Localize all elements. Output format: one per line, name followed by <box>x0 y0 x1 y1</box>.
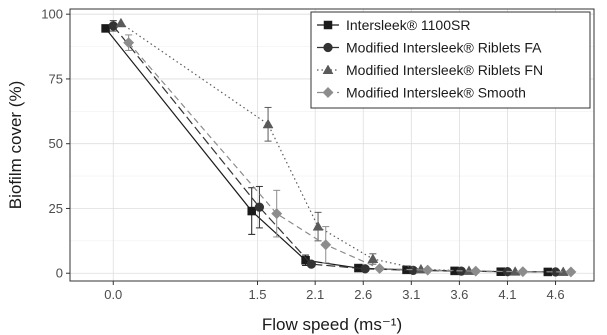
grid <box>70 9 594 281</box>
x-tick-label: 4.6 <box>547 287 565 302</box>
series-4 <box>123 34 577 278</box>
legend: Intersleek® 1100SR Modified Intersleek® R… <box>310 11 591 109</box>
x-tick-label: 2.1 <box>306 287 324 302</box>
data-point <box>123 37 135 49</box>
y-tick-label: 0 <box>56 266 63 281</box>
x-tick-label: 3.6 <box>450 287 468 302</box>
legend-label: Intersleek® 1100SR <box>346 17 470 33</box>
data-point <box>312 221 324 231</box>
legend-label: Modified Intersleek® Smooth <box>346 85 526 101</box>
data-point <box>247 206 256 216</box>
data-point <box>360 264 370 274</box>
legend-key-marker <box>323 20 333 30</box>
plot-border <box>69 8 595 282</box>
data-point <box>254 202 265 212</box>
axes: 0 25 50 75 100 0.0 1.5 2.1 2.6 3.1 3.6 4.1 4.6 <box>41 7 564 302</box>
x-tick-label: 3.1 <box>402 287 420 302</box>
data-point <box>262 118 274 129</box>
data-point <box>115 17 127 28</box>
y-tick-label: 100 <box>41 7 63 22</box>
data-point <box>470 265 482 277</box>
legend-label: Modified Intersleek® Riblets FA <box>346 40 542 56</box>
data-point <box>374 263 386 275</box>
x-tick-label: 2.6 <box>354 287 372 302</box>
data-point <box>422 264 434 276</box>
legend-key-marker <box>323 42 333 53</box>
x-tick-label: 0.0 <box>104 287 122 302</box>
x-axis-title: Flow speed (ms⁻¹) <box>262 315 402 334</box>
legend-box <box>310 11 591 109</box>
data-point <box>271 208 283 220</box>
x-tick-label: 4.1 <box>498 287 516 302</box>
legend-key-marker <box>322 64 334 74</box>
y-tick-label: 25 <box>49 201 63 216</box>
data-point <box>565 266 577 278</box>
y-axis-title: Biofilm cover (%) <box>6 81 25 209</box>
data-point <box>517 266 529 278</box>
data-point <box>367 253 379 263</box>
legend-key-marker <box>322 86 334 99</box>
data-point <box>320 239 332 251</box>
x-tick-label: 1.5 <box>248 287 266 302</box>
data-point <box>101 24 110 33</box>
y-tick-label: 75 <box>49 71 63 86</box>
series-line <box>128 42 571 273</box>
legend-label: Modified Intersleek® Riblets FN <box>346 62 543 78</box>
y-tick-label: 50 <box>49 136 63 151</box>
series-group <box>101 17 577 278</box>
data-point <box>306 259 316 269</box>
